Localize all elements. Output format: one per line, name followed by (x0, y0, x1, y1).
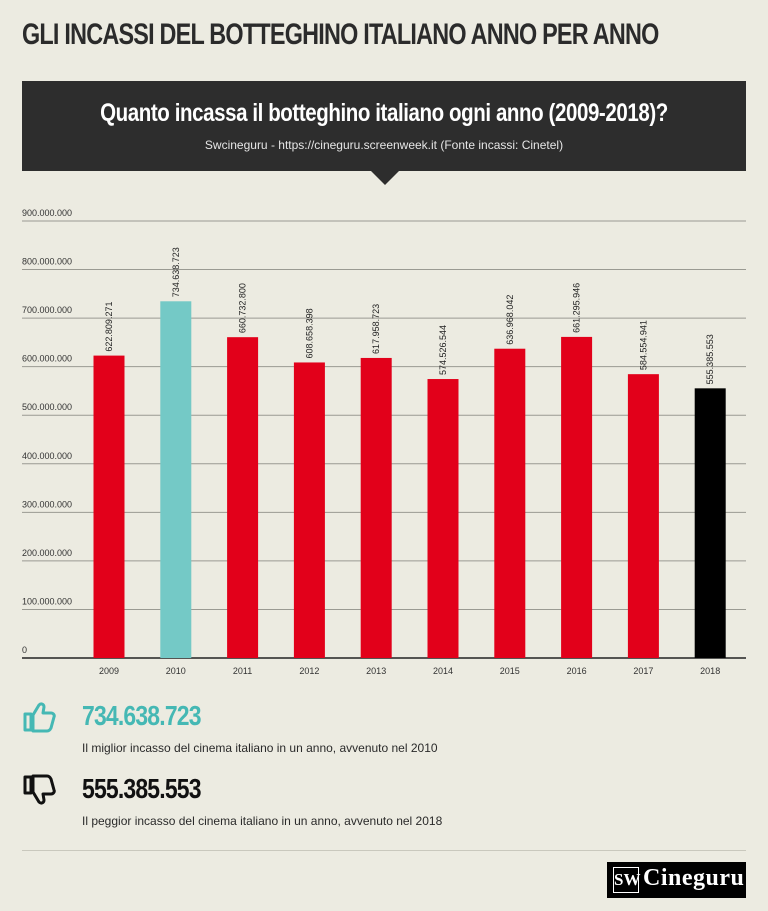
y-tick-label: 300.000.000 (22, 499, 72, 509)
y-tick-label: 700.000.000 (22, 305, 72, 315)
worst-description: Il peggior incasso del cinema italiano i… (82, 814, 443, 828)
data-label: 622.809.271 (104, 302, 114, 352)
x-tick-label: 2018 (700, 666, 720, 676)
bar-chart: 0 100.000.000 200.000.000 300.000.000 400.00… (22, 208, 746, 676)
best-stat: 734.638.723 Il miglior incasso del cinem… (22, 700, 722, 760)
x-tick-label: 2011 (233, 666, 252, 676)
y-tick-label: 600.000.000 (22, 354, 72, 364)
chart-subtitle: Swcineguru - https://cineguru.screenweek… (204, 138, 564, 152)
bar-2013 (360, 357, 392, 658)
bar-2010 (160, 301, 192, 658)
x-tick-label: 2009 (99, 666, 119, 676)
bar-2016 (561, 336, 593, 658)
data-label: 617.958.723 (371, 304, 381, 354)
data-label: 661.295.946 (572, 283, 582, 333)
logo-text: Cineguru (643, 865, 745, 891)
best-description: Il miglior incasso del cinema italiano i… (82, 741, 438, 755)
x-tick-label: 2014 (433, 666, 453, 676)
x-tick-label: 2012 (299, 666, 319, 676)
x-tick-label: 2017 (633, 666, 653, 676)
cineguru-logo: SW Cineguru (607, 862, 746, 898)
y-tick-label: 500.000.000 (22, 402, 72, 412)
best-value: 734.638.723 (82, 700, 201, 731)
bar-2012 (293, 362, 325, 658)
y-tick-label: 800.000.000 (22, 257, 72, 267)
thumbs-up-icon (23, 702, 56, 733)
worst-stat: 555.385.553 Il peggior incasso del cinem… (22, 773, 722, 833)
banner-pointer (371, 171, 399, 185)
bar-2015 (494, 348, 526, 658)
x-tick-label: 2013 (366, 666, 386, 676)
bar-2018 (694, 388, 726, 658)
data-label: 608.658.398 (304, 308, 314, 358)
data-label: 574.526.544 (438, 325, 448, 375)
thumbs-down-icon (23, 774, 56, 805)
worst-value: 555.385.553 (82, 773, 201, 804)
footer-divider (22, 850, 746, 851)
y-tick-label: 200.000.000 (22, 548, 72, 558)
bar-2011 (227, 337, 259, 658)
y-tick-label: 900.000.000 (22, 208, 72, 218)
data-label: 734.638.723 (171, 247, 181, 297)
bar-2017 (627, 374, 659, 658)
data-label: 660.732.800 (238, 283, 248, 333)
x-tick-label: 2015 (500, 666, 520, 676)
y-tick-label: 0 (22, 645, 27, 655)
chart-title-banner: Quanto incassa il botteghino italiano og… (22, 81, 746, 171)
data-label: 555.385.553 (705, 334, 715, 384)
bar-2014 (427, 379, 459, 658)
y-tick-label: 100.000.000 (22, 596, 72, 606)
data-label: 584.554.941 (638, 320, 648, 370)
x-tick-label: 2010 (166, 666, 186, 676)
x-tick-label: 2016 (567, 666, 587, 676)
bar-2009 (93, 355, 125, 658)
data-label: 636.968.042 (505, 295, 515, 345)
page-title: GLI INCASSI DEL BOTTEGHINO ITALIANO ANNO… (22, 18, 659, 51)
y-tick-label: 400.000.000 (22, 451, 72, 461)
logo-mark: SW (613, 867, 640, 893)
chart-title: Quanto incassa il botteghino italiano og… (100, 99, 668, 127)
